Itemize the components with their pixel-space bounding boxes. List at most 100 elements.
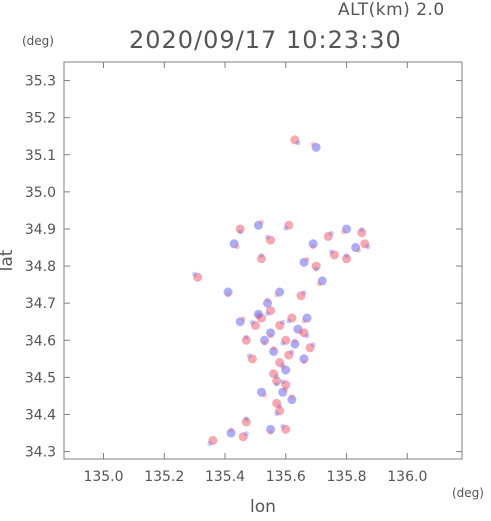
data-point-halo: [274, 411, 280, 417]
data-point: [287, 313, 297, 323]
x-tick-label: 135.8: [327, 469, 367, 485]
data-point-halo: [243, 416, 249, 422]
y-tick-label: 34.9: [25, 222, 56, 238]
data-point: [256, 387, 266, 397]
data-point-halo: [280, 379, 286, 385]
data-point: [229, 239, 239, 249]
data-point: [342, 254, 352, 264]
data-point-halo: [316, 281, 322, 287]
data-point: [311, 261, 321, 271]
data-point: [266, 306, 276, 316]
data-point: [235, 317, 245, 327]
data-point: [272, 398, 282, 408]
data-point: [260, 335, 270, 345]
data-point-halo: [292, 338, 298, 344]
data-point: [193, 272, 203, 282]
data-point-halo: [274, 292, 280, 298]
data-point: [269, 346, 279, 356]
data-point: [308, 239, 318, 249]
data-point-halo: [237, 229, 243, 235]
y-tick-label: 34.4: [25, 407, 56, 423]
data-point-halo: [356, 248, 362, 254]
data-point: [290, 135, 300, 145]
x-tick-label: 135.0: [83, 469, 123, 485]
data-point-halo: [255, 314, 261, 320]
data-point-halo: [313, 266, 319, 272]
data-point: [317, 276, 327, 286]
data-point-halo: [301, 318, 307, 324]
data-point: [241, 335, 251, 345]
data-point: [256, 254, 266, 264]
data-point: [281, 365, 291, 375]
data-point-halo: [262, 340, 268, 346]
data-point: [266, 328, 276, 338]
data-point-halo: [243, 334, 249, 340]
y-tick-label: 34.7: [25, 296, 56, 312]
y-tick-label: 34.8: [25, 259, 56, 275]
y-tick-label: 34.5: [25, 370, 56, 386]
y-tick-label: 34.6: [25, 333, 56, 349]
data-point-halo: [265, 234, 271, 240]
data-point: [275, 406, 285, 416]
x-axis-label: lon: [250, 497, 276, 517]
data-point: [357, 228, 367, 238]
data-point-halo: [234, 244, 240, 250]
data-point-halo: [289, 394, 295, 400]
x-axis-unit: (deg): [452, 486, 484, 500]
data-point: [287, 395, 297, 405]
data-point: [263, 298, 273, 308]
data-point: [226, 428, 236, 438]
data-point-halo: [310, 244, 316, 250]
data-point-halo: [283, 225, 289, 231]
data-point-halo: [341, 229, 347, 235]
data-point: [281, 424, 291, 434]
y-axis-label: lat: [0, 249, 17, 271]
x-tick-label: 136.0: [387, 469, 427, 485]
data-point-halo: [240, 316, 246, 322]
data-point-halo: [261, 392, 267, 398]
data-point: [323, 231, 333, 241]
data-point-halo: [304, 333, 310, 339]
data-point-halo: [258, 253, 264, 259]
data-point: [275, 320, 285, 330]
data-point-halo: [310, 141, 316, 147]
data-point: [235, 224, 245, 234]
data-point: [253, 309, 263, 319]
data-point: [238, 432, 248, 442]
data-point-halo: [228, 427, 234, 433]
data-point: [281, 380, 291, 390]
y-axis-unit: (deg): [22, 34, 54, 48]
y-tick-label: 34.3: [25, 445, 56, 461]
data-point-halo: [301, 290, 307, 296]
data-point: [302, 313, 312, 323]
data-point: [299, 257, 309, 267]
data-point-halo: [301, 359, 307, 365]
y-tick-label: 35.2: [25, 111, 56, 127]
data-point: [290, 339, 300, 349]
data-point-halo: [280, 364, 286, 370]
data-point-halo: [280, 340, 286, 346]
data-point-halo: [280, 423, 286, 429]
data-point: [275, 287, 285, 297]
data-point: [284, 220, 294, 230]
data-point: [223, 287, 233, 297]
data-point: [281, 335, 291, 345]
data-point: [272, 376, 282, 386]
y-tick-label: 35.3: [25, 74, 56, 90]
altitude-label: ALT(km) 2.0: [338, 0, 445, 20]
data-point-halo: [289, 349, 295, 355]
data-point: [296, 291, 306, 301]
data-point: [275, 358, 285, 368]
data-point-halo: [268, 429, 274, 435]
data-point: [360, 239, 370, 249]
data-point-halo: [286, 318, 292, 324]
data-point: [208, 435, 218, 445]
data-point: [241, 417, 251, 427]
data-point: [253, 220, 263, 230]
data-point-halo: [265, 297, 271, 303]
data-point: [311, 142, 321, 152]
plot-frame: [63, 61, 463, 460]
data-point-halo: [304, 256, 310, 262]
data-point-halo: [274, 374, 280, 380]
